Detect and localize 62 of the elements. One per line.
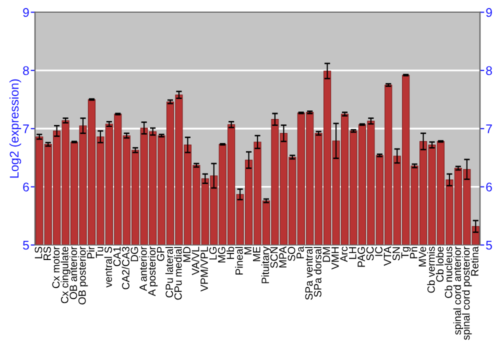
x-tick-label: LG	[209, 247, 217, 260]
x-tick-label: Pa	[296, 246, 304, 258]
x-tick-label: CA1	[113, 246, 121, 266]
x-tick-label: Cb nucleus	[444, 246, 452, 298]
x-tick-label: OB anterior	[69, 246, 78, 300]
x-tick-label: ventral S	[104, 246, 112, 288]
x-tick-label: DG	[130, 247, 138, 262]
x-tick-label: Arc	[340, 246, 348, 262]
x-tick-label: CA2/CA3	[122, 246, 130, 290]
x-tick-label: Pir	[86, 246, 94, 258]
x-tick-label: spinal cord posterior	[462, 246, 472, 340]
x-tick-label: A posterior	[148, 246, 158, 296]
x-tick-label: SCN	[270, 247, 278, 268]
x-tick-label: spinal cord anterior	[453, 246, 464, 335]
y-tick-label: 6	[23, 182, 29, 192]
x-tick-label: Tg	[401, 247, 411, 258]
x-tick-label: SN	[392, 247, 400, 260]
x-tick-label: Cb vermis	[427, 246, 435, 293]
y-axis-title: Log2 (expression)	[9, 79, 22, 178]
x-tick-label: Cx cingulate	[60, 246, 70, 304]
x-tick-label: SPa ventral	[305, 247, 313, 300]
x-tick-label: DM	[322, 247, 330, 262]
y-tick-label: 8	[23, 66, 29, 76]
y-tick-label: 7	[23, 124, 29, 134]
x-tick-label: Cb lobe	[436, 246, 444, 282]
x-tick-label: MPA	[279, 246, 286, 268]
x-tick-label: MVe	[418, 246, 426, 266]
x-tick-label: GP	[156, 246, 164, 261]
x-tick-label: Hb	[226, 246, 234, 259]
y2-tick-label: 6	[486, 182, 492, 192]
x-tick-label: A anterior	[139, 246, 147, 291]
x-tick-label: VTA	[384, 246, 392, 266]
x-tick-label: LH	[349, 247, 356, 259]
y-tick-label: 5	[22, 240, 29, 250]
y2-tick-label: 9	[486, 8, 492, 17]
x-tick-label: CPu medial	[174, 247, 182, 300]
x-tick-label: Pineal	[235, 247, 243, 274]
x-tick-label: Retina	[470, 246, 478, 276]
x-tick-label: SPa dorsal	[314, 247, 322, 297]
x-tick-label: ME	[253, 246, 260, 262]
x-tick-label: IC	[375, 246, 382, 256]
x-tick-label: CPu lateral	[165, 247, 174, 298]
x-tick-label: VMH	[332, 247, 339, 270]
x-tick-label: SC	[366, 246, 374, 260]
y2-tick-label: 8	[486, 66, 492, 76]
x-tick-label: Tu	[96, 247, 104, 258]
y2-tick-label: 5	[486, 240, 492, 250]
x-tick-label: M	[244, 247, 252, 254]
x-tick-label: MG	[218, 247, 226, 262]
x-tick-label: Pituitary	[261, 246, 272, 284]
x-tick-label: Cx motor	[52, 246, 60, 288]
x-tick-label: LS	[34, 246, 42, 258]
x-tick-label: VA/VL	[192, 246, 200, 276]
x-tick-label: MD	[183, 246, 190, 262]
x-tick-label: PAG	[358, 247, 365, 267]
y2-tick-label: 7	[486, 124, 492, 134]
x-tick-label: Pn	[410, 247, 418, 258]
x-tick-label: OB posterior	[78, 246, 88, 304]
x-tick-label: SO	[288, 246, 296, 261]
y-tick-label: 9	[23, 8, 29, 17]
x-tick-label: VPM/VPL	[200, 246, 208, 292]
x-tick-label: RS	[44, 246, 51, 260]
